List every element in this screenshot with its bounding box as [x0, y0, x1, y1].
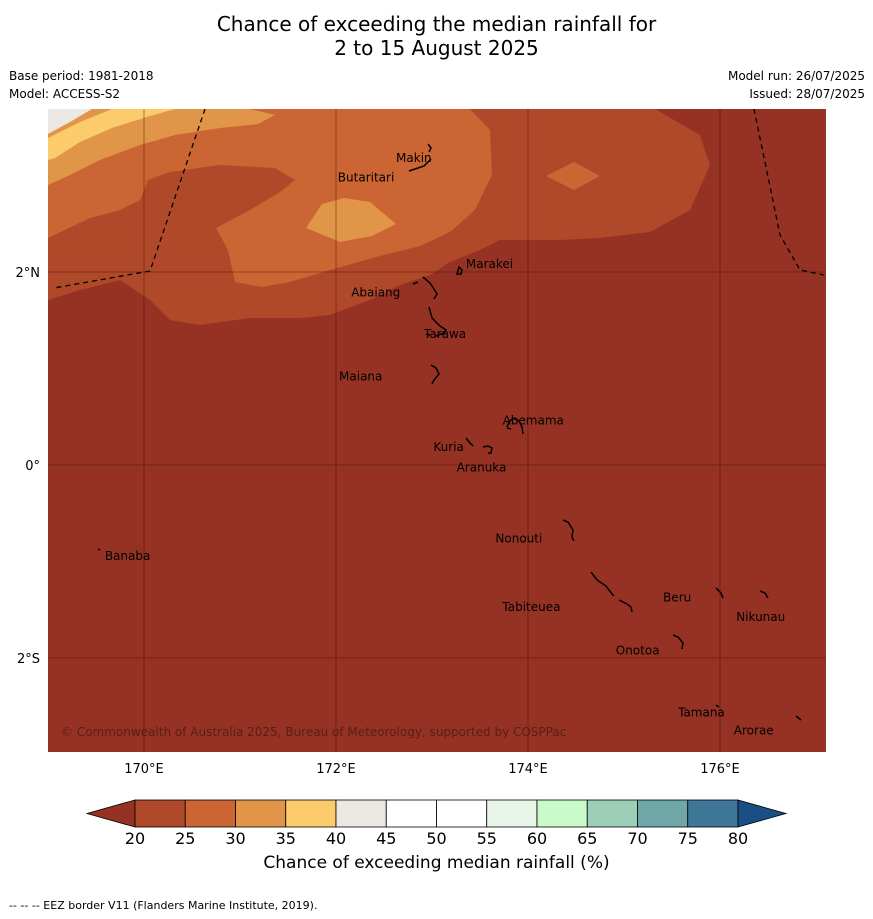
category-30-35-patch [306, 198, 396, 242]
colorbar-tick-label: 45 [376, 829, 396, 848]
colorbar-swatch [536, 799, 588, 828]
colorbar-swatch [385, 799, 437, 828]
colorbar-tick-label: 65 [577, 829, 597, 848]
category-25-30-region [48, 109, 492, 287]
colorbar-tick-label: 75 [678, 829, 698, 848]
colorbar-under-arrow [85, 799, 136, 828]
coastline-beru [715, 587, 724, 599]
coastline-aranuka [482, 445, 493, 454]
place-label: Tamana [677, 705, 725, 719]
colorbar-swatch [184, 799, 236, 828]
colorbar-over-arrow [737, 799, 788, 828]
coastline-tabiteuea [590, 571, 633, 613]
place-label: Tarawa [423, 327, 466, 341]
coastline-maiana [430, 364, 440, 385]
coastline-marakei [456, 265, 463, 275]
colorbar-tick-label: 70 [627, 829, 647, 848]
colorbar-swatch [637, 799, 689, 828]
colorbar-tick-label: 25 [175, 829, 195, 848]
coastline-banaba [97, 548, 101, 551]
colorbar-swatch [486, 799, 538, 828]
place-label: Onotoa [616, 644, 660, 658]
place-label: Marakei [466, 257, 513, 271]
coastline-onotoa [672, 634, 684, 650]
colorbar-tick-label: 80 [728, 829, 748, 848]
lon-tick-label: 170°E [124, 762, 164, 777]
eez-border-west [53, 109, 206, 289]
category-40-45-region [48, 109, 92, 134]
colorbar-swatch [687, 799, 739, 828]
coastline-tarawa [425, 306, 448, 337]
coastline-tamana [715, 704, 720, 708]
colorbar-swatch [235, 799, 287, 828]
lat-tick-label: 2°S [17, 652, 40, 667]
place-label: Arorae [734, 724, 774, 738]
eez-footnote: -- -- -- EEZ border V11 (Flanders Marine… [9, 899, 318, 912]
place-label: Tabiteuea [501, 600, 560, 614]
latitude-tick-labels: 2°N 0° 2°S [16, 266, 41, 667]
colorbar-swatch [436, 799, 488, 828]
place-label: Abemama [503, 413, 564, 427]
base-period-label: Base period: 1981-2018 [9, 69, 154, 83]
lon-tick-label: 176°E [700, 762, 740, 777]
lat-tick-label: 2°N [16, 266, 41, 281]
longitude-tick-labels: 170°E 172°E 174°E 176°E [124, 762, 740, 777]
island-coastlines [97, 143, 802, 721]
colorbar: 20 25 30 35 40 45 50 55 60 65 70 75 80 [85, 799, 788, 848]
category-35-40-region [48, 109, 175, 160]
coastline-nikunau [759, 590, 769, 599]
colorbar-tick-label: 40 [326, 829, 346, 848]
model-label: Model: ACCESS-S2 [9, 87, 121, 101]
place-label: Maiana [339, 369, 382, 383]
category-25-30-patch [546, 162, 600, 190]
lat-tick-label: 0° [25, 459, 40, 474]
colorbar-swatch [586, 799, 638, 828]
place-label: Nonouti [495, 532, 542, 546]
meta-left: Base period: 1981-2018 Model: ACCESS-S2 [9, 67, 154, 103]
place-label: Aranuka [457, 461, 507, 475]
coastline-butaritari [408, 158, 432, 172]
lon-tick-label: 172°E [316, 762, 356, 777]
colorbar-swatch [285, 799, 337, 828]
colorbar-tick-label: 55 [477, 829, 497, 848]
map-title: Chance of exceeding the median rainfall … [0, 12, 873, 60]
colorbar-tick-label: 35 [276, 829, 296, 848]
place-label: Makin [396, 151, 432, 165]
colorbar-tick-label: 50 [426, 829, 446, 848]
place-label: Nikunau [736, 610, 785, 624]
title-line-2: 2 to 15 August 2025 [334, 36, 539, 60]
map-gridlines [48, 109, 826, 752]
coastline-makin [427, 143, 432, 153]
colorbar-tick-label: 20 [125, 829, 145, 848]
place-label: Abaiang [351, 285, 400, 299]
colorbar-tick-label: 30 [225, 829, 245, 848]
colorbar-tick-label: 60 [527, 829, 547, 848]
colorbar-swatch [335, 799, 387, 828]
place-label: Banaba [105, 549, 151, 563]
issued-label: Issued: 28/07/2025 [749, 87, 865, 101]
coastline-arorae [795, 715, 802, 721]
lon-tick-label: 174°E [508, 762, 548, 777]
coastline-kuria [465, 437, 474, 447]
coastline-nonouti [562, 519, 575, 542]
colorbar-label: Chance of exceeding median rainfall (%) [263, 853, 610, 873]
coastline-abemama [506, 417, 524, 435]
place-label: Beru [663, 590, 691, 604]
copyright-notice: © Commonwealth of Australia 2025, Bureau… [61, 725, 566, 739]
place-label: Kuria [433, 440, 464, 454]
title-line-1: Chance of exceeding the median rainfall … [216, 12, 657, 36]
meta-right: Model run: 26/07/2025 Issued: 28/07/2025 [728, 67, 865, 103]
eez-borders [53, 109, 825, 289]
coastline-abaiang [412, 276, 438, 300]
model-run-label: Model run: 26/07/2025 [727, 69, 865, 83]
place-label: Butaritari [338, 171, 395, 185]
eez-border-east [753, 109, 825, 276]
colorbar-swatch [134, 799, 186, 828]
